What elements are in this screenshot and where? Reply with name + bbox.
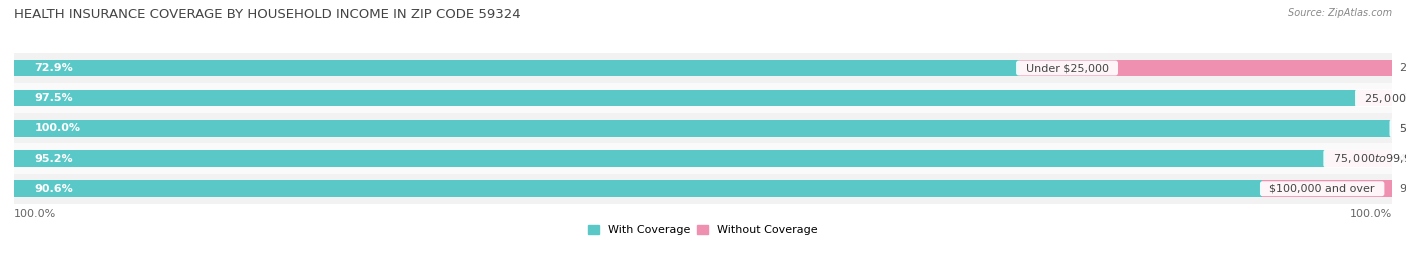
Bar [1263, 180, 1392, 197]
Bar [1326, 150, 1392, 167]
Text: 72.9%: 72.9% [35, 63, 73, 73]
Text: $50,000 to $74,999: $50,000 to $74,999 [1392, 122, 1406, 135]
Text: 97.5%: 97.5% [35, 93, 73, 103]
Bar [14, 180, 1263, 197]
Text: 100.0%: 100.0% [14, 209, 56, 219]
Text: 27.1%: 27.1% [1399, 63, 1406, 73]
Text: $25,000 to $49,999: $25,000 to $49,999 [1358, 92, 1406, 105]
Text: 0.0%: 0.0% [1399, 123, 1406, 133]
Text: 100.0%: 100.0% [35, 123, 80, 133]
Text: $75,000 to $99,999: $75,000 to $99,999 [1326, 152, 1406, 165]
Bar [14, 150, 1326, 167]
Text: Source: ZipAtlas.com: Source: ZipAtlas.com [1288, 8, 1392, 18]
Text: $100,000 and over: $100,000 and over [1263, 184, 1382, 194]
FancyBboxPatch shape [14, 174, 1392, 204]
Legend: With Coverage, Without Coverage: With Coverage, Without Coverage [583, 221, 823, 240]
Text: 95.2%: 95.2% [35, 154, 73, 164]
Text: 100.0%: 100.0% [1350, 209, 1392, 219]
FancyBboxPatch shape [14, 83, 1392, 113]
Text: 2.6%: 2.6% [1400, 93, 1406, 103]
Text: 90.6%: 90.6% [35, 184, 73, 194]
FancyBboxPatch shape [14, 113, 1392, 143]
Bar [14, 60, 1018, 76]
Bar [14, 120, 1392, 137]
Text: 4.8%: 4.8% [1399, 154, 1406, 164]
Bar [1018, 60, 1392, 76]
FancyBboxPatch shape [14, 53, 1392, 83]
Bar [1358, 90, 1393, 107]
Bar [14, 90, 1358, 107]
Text: HEALTH INSURANCE COVERAGE BY HOUSEHOLD INCOME IN ZIP CODE 59324: HEALTH INSURANCE COVERAGE BY HOUSEHOLD I… [14, 8, 520, 21]
FancyBboxPatch shape [14, 143, 1392, 174]
Text: Under $25,000: Under $25,000 [1018, 63, 1115, 73]
Text: 9.4%: 9.4% [1399, 184, 1406, 194]
